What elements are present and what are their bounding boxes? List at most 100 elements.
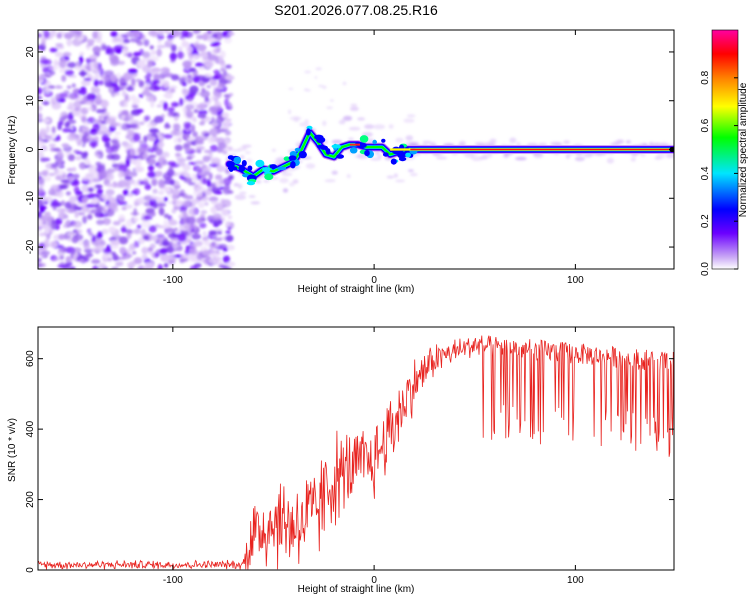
noise-blob (195, 145, 205, 151)
noise-blob (199, 214, 206, 219)
faint-blob (533, 152, 544, 159)
noise-blob (217, 202, 224, 210)
faint-blob (238, 183, 243, 189)
spec-ytick-label: 20 (25, 46, 36, 58)
noise-blob (49, 241, 59, 248)
noise-blob (172, 197, 177, 206)
tone-blob (320, 145, 328, 150)
noise-blob (179, 258, 189, 262)
noise-blob (105, 146, 114, 154)
noise-blob (81, 79, 91, 86)
faint-blob (255, 180, 262, 184)
noise-blob (136, 224, 142, 229)
noise-blob (194, 140, 204, 145)
noise-blob (42, 118, 50, 123)
noise-blob (55, 170, 66, 175)
noise-blob (78, 129, 83, 133)
noise-blob (123, 143, 134, 149)
faint-blob (331, 170, 338, 175)
noise-blob (74, 190, 83, 195)
noise-blob (157, 30, 165, 35)
noise-blob (51, 163, 59, 168)
noise-blob (119, 246, 127, 255)
faint-blob (395, 179, 406, 183)
noise-blob (147, 60, 155, 65)
noise-blob (100, 43, 107, 51)
noise-blob (118, 236, 129, 245)
noise-blob (204, 96, 210, 103)
noise-blob (123, 254, 133, 258)
noise-blob (162, 93, 169, 98)
noise-blob (202, 231, 207, 237)
noise-blob (196, 44, 207, 52)
faint-blob (346, 174, 351, 179)
noise-blob (204, 202, 209, 206)
noise-blob (219, 178, 230, 185)
noise-blob (66, 85, 72, 89)
noise-blob (210, 30, 220, 34)
noise-blob (64, 201, 72, 210)
noise-blob (217, 231, 222, 235)
colorbar: 0.0 0.2 0.4 0.6 0.8 Normalized spectral ampl… (700, 29, 749, 276)
noise-blob (163, 101, 168, 110)
noise-blob (75, 229, 83, 235)
noise-blob (161, 151, 170, 158)
noise-blob (87, 214, 93, 220)
noise-blob (157, 203, 167, 207)
noise-blob (178, 192, 185, 197)
noise-blob (161, 69, 168, 75)
noise-blob (38, 257, 42, 263)
faint-blob (370, 157, 382, 161)
noise-blob (163, 213, 170, 219)
noise-blob (172, 124, 181, 131)
colorbar-tick-label: 0.8 (700, 70, 711, 84)
noise-blob (54, 51, 64, 58)
noise-blob (190, 124, 196, 133)
noise-blob (69, 266, 76, 269)
faint-blob (292, 179, 299, 184)
noise-blob (130, 260, 135, 268)
noise-blob (186, 156, 193, 161)
noise-blob (177, 137, 182, 143)
tone-blob (364, 150, 370, 157)
spec-xtick-label: 0 (371, 275, 377, 286)
noise-blob (48, 172, 56, 177)
noise-blob (52, 205, 57, 211)
faint-blob (405, 135, 414, 142)
faint-blob (293, 116, 300, 123)
noise-blob (167, 190, 173, 198)
tone-blob (325, 148, 331, 155)
noise-blob (202, 155, 211, 162)
noise-blob (165, 227, 175, 233)
noise-blob (138, 147, 147, 154)
faint-blob (299, 122, 306, 127)
noise-blob (65, 191, 71, 196)
noise-blob (38, 147, 49, 152)
tone-blob (357, 142, 367, 149)
noise-blob (221, 251, 226, 256)
tone-blob (390, 158, 397, 165)
noise-blob (221, 112, 230, 119)
noise-blob (203, 133, 210, 137)
noise-blob (208, 258, 216, 265)
noise-blob (183, 240, 189, 244)
faint-blob (388, 124, 394, 129)
noise-blob (168, 219, 178, 226)
faint-blob (315, 67, 323, 71)
noise-blob (115, 261, 122, 266)
faint-blob (403, 118, 415, 123)
tone-blob (283, 156, 291, 161)
noise-blob (104, 141, 111, 148)
noise-blob (178, 77, 187, 82)
noise-blob (81, 97, 88, 105)
noise-blob (133, 217, 139, 223)
noise-blob (133, 257, 143, 265)
noise-blob (200, 113, 207, 119)
noise-blob (146, 72, 152, 79)
faint-blob (386, 175, 395, 179)
noise-blob (191, 233, 201, 240)
noise-blob (108, 86, 118, 94)
noise-blob (192, 75, 201, 83)
noise-blob (111, 37, 119, 43)
